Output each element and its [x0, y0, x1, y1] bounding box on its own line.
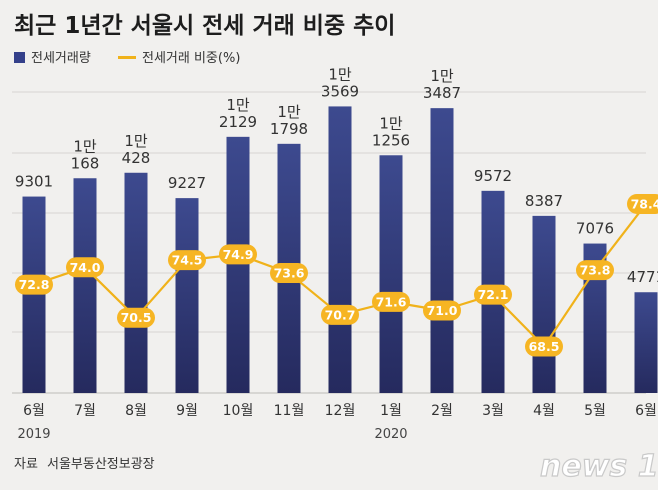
bar-value-label-1-1: 168	[71, 154, 100, 172]
source-label: 자료	[14, 457, 38, 472]
bar-12	[634, 292, 658, 393]
x-tick-label-1: 7월	[74, 403, 96, 419]
ratio-marker-label-8: 71.0	[427, 303, 458, 318]
bar-11	[583, 243, 607, 393]
ratio-marker-label-0: 72.8	[19, 277, 50, 292]
source-name: 서울부동산정보광장	[47, 457, 155, 472]
ratio-marker-label-12: 78.4	[631, 196, 658, 211]
x-tick-label-8: 2월	[431, 403, 453, 419]
year-label-0: 2019	[17, 427, 50, 442]
ratio-series: 72.8 74.0 70.5 74.5 74.9 73.6 70.7 71.6 71.0 72.1…	[15, 193, 658, 357]
ratio-marker-10	[525, 336, 563, 357]
bar-value-label-2-0: 1만	[124, 132, 148, 150]
ratio-marker-label-2: 70.5	[121, 310, 152, 325]
bar-value-label-7-1: 1256	[372, 131, 410, 149]
ratio-marker-label-11: 73.8	[580, 263, 611, 278]
bar-value-label-1-0: 1만	[73, 137, 97, 155]
ratio-marker-label-5: 73.6	[274, 266, 305, 281]
ratio-marker-label-6: 70.7	[325, 307, 356, 322]
legend-line-label: 전세거래 비중(%)	[142, 51, 240, 66]
x-axis: 6월 7월 8월 9월 10월 11월 12월 1월 2월 3월 4월 5월 6월 2019 2020	[17, 403, 656, 442]
bar-value-label-0-0: 9301	[15, 173, 53, 191]
bar-3	[175, 198, 199, 393]
ratio-marker-12	[627, 193, 658, 214]
ratio-marker-1	[66, 257, 104, 278]
legend-bar-label: 전세거래량	[31, 51, 91, 66]
legend-bar-swatch	[14, 52, 25, 63]
year-label-1: 2020	[374, 427, 407, 442]
ratio-marker-2	[117, 307, 155, 328]
ratio-marker-label-9: 72.1	[478, 287, 509, 302]
x-tick-label-2: 8월	[125, 403, 147, 419]
bar-8	[430, 108, 454, 394]
ratio-marker-6	[321, 304, 359, 325]
ratio-marker-label-4: 74.9	[223, 247, 254, 262]
ratio-marker-label-10: 68.5	[529, 339, 560, 354]
ratio-marker-5	[270, 263, 308, 284]
ratio-marker-label-3: 74.5	[172, 253, 203, 268]
x-tick-label-10: 4월	[533, 403, 555, 419]
ratio-marker-11	[576, 260, 614, 281]
bar-2	[124, 172, 148, 393]
bar-value-label-4-0: 1만	[226, 96, 250, 114]
x-tick-label-3: 9월	[176, 403, 198, 419]
x-tick-label-9: 3월	[482, 403, 504, 419]
chart-title: 최근 1년간 서울시 전세 거래 비중 추이	[14, 13, 395, 39]
bar-6	[328, 106, 352, 393]
bar-10	[532, 215, 556, 393]
x-tick-label-11: 5월	[584, 403, 606, 419]
bar-7	[379, 155, 403, 393]
ratio-marker-4	[219, 244, 257, 265]
ratio-marker-9	[474, 284, 512, 305]
x-tick-label-0: 6월	[23, 403, 45, 419]
bar-value-label-7-0: 1만	[379, 114, 403, 132]
x-tick-label-7: 1월	[380, 403, 402, 419]
x-tick-label-4: 10월	[223, 403, 254, 419]
bar-value-label-5-0: 1만	[277, 103, 301, 121]
bar-value-label-10-0: 8387	[525, 192, 563, 210]
bar-value-label-9-0: 9572	[474, 167, 512, 185]
x-tick-label-12: 6월	[635, 403, 657, 419]
bar-value-label-12-0: 4771	[627, 268, 658, 286]
ratio-marker-label-7: 71.6	[376, 294, 407, 309]
bar-1	[73, 178, 97, 393]
bar-4	[226, 136, 250, 394]
x-tick-label-6: 12월	[325, 403, 356, 419]
ratio-marker-3	[168, 250, 206, 271]
bar-value-label-3-0: 9227	[168, 174, 206, 192]
bar-value-label-8-0: 1만	[430, 67, 454, 85]
bar-value-label-6-1: 3569	[321, 82, 359, 100]
bar-value-label-4-1: 2129	[219, 113, 257, 131]
ratio-marker-label-1: 74.0	[70, 260, 101, 275]
ratio-marker-7	[372, 291, 410, 312]
bar-value-label-6-0: 1만	[328, 65, 352, 83]
x-tick-label-5: 11월	[274, 403, 305, 419]
bar-0	[22, 196, 46, 393]
ratio-marker-0	[15, 274, 53, 295]
bar-value-label-5-1: 1798	[270, 120, 308, 138]
news1-logo: news 1	[540, 449, 658, 484]
bar-value-label-8-1: 3487	[423, 84, 461, 102]
bar-value-label-11-0: 7076	[576, 220, 614, 238]
bar-value-label-2-1: 428	[122, 149, 151, 167]
ratio-marker-8	[423, 300, 461, 321]
